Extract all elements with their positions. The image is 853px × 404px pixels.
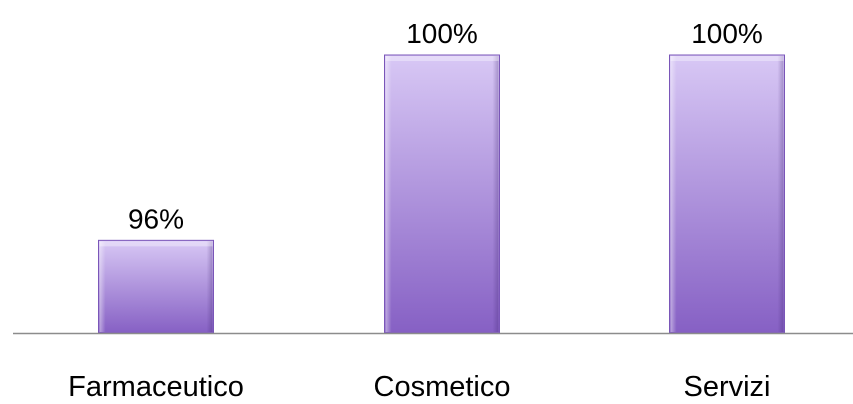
value-label: 100%: [691, 18, 763, 49]
bar-bevel-left: [385, 56, 392, 332]
category-label: Farmaceutico: [68, 371, 244, 403]
bar-bevel-top: [670, 56, 784, 61]
bar-bevel-top: [99, 241, 213, 247]
bar-bevel-left: [670, 56, 677, 332]
bar-cosmetico: [384, 54, 500, 334]
bar-bevel-right: [777, 56, 784, 332]
bar-bevel-right: [492, 56, 499, 332]
bar-bevel-right: [206, 241, 213, 332]
value-label: 96%: [128, 203, 184, 234]
bars-layer: [98, 54, 785, 334]
bar-farmaceutico: [98, 239, 214, 334]
value-labels-layer: 96% 100% 100%: [128, 18, 763, 234]
value-label: 100%: [406, 18, 478, 49]
bar-bevel-top: [385, 56, 499, 61]
bar-servizi: [669, 54, 785, 334]
category-label: Servizi: [683, 371, 770, 403]
bar-rect: [98, 239, 214, 334]
category-labels-layer: Farmaceutico Cosmetico Servizi: [68, 371, 770, 403]
category-label: Cosmetico: [374, 371, 511, 403]
bar-bevel-left: [99, 241, 106, 332]
bar-rect: [384, 54, 500, 334]
bar-rect: [669, 54, 785, 334]
